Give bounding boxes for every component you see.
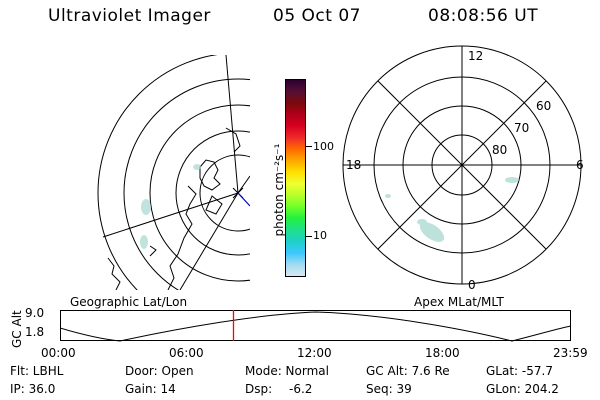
polar-plot: 12 18 6 0 60 70 80	[342, 45, 584, 292]
colorbar-tick-label: 10	[313, 229, 327, 242]
meridian-line	[237, 175, 250, 194]
aurora-emission	[385, 177, 519, 242]
info-dsp-value: -6.2	[289, 382, 313, 396]
direction-line	[237, 192, 250, 207]
timeline-xtick: 23:59	[553, 346, 588, 360]
coastline	[107, 257, 121, 290]
mlt-label-6: 6	[576, 158, 584, 172]
meridian-line	[102, 192, 239, 238]
mlt-label-18: 18	[346, 158, 361, 172]
header-date: 05 Oct 07	[273, 6, 361, 26]
geographic-map	[97, 55, 250, 290]
timeline-left-label: Geographic Lat/Lon	[70, 295, 188, 309]
colorbar-tick-label: 100	[313, 140, 334, 153]
info-door: Door: Open	[125, 364, 194, 378]
mlt-label-12: 12	[468, 49, 483, 63]
mlat-label-70: 70	[514, 121, 529, 135]
colorbar-tick	[306, 146, 312, 147]
diagonal-line	[377, 80, 547, 250]
lat-arc	[175, 130, 250, 256]
info-gain: Gain: 14	[125, 382, 176, 396]
coastline	[225, 127, 241, 153]
coastline	[167, 185, 197, 290]
lat-arc	[149, 104, 250, 282]
header-time: 08:08:56 UT	[428, 6, 539, 26]
info-ip: IP: 36.0	[10, 382, 56, 396]
info-dsp-label: Dsp:	[245, 382, 273, 396]
mlat-label-80: 80	[492, 143, 507, 157]
timeline-ytick: 9.0	[25, 306, 45, 320]
timeline-xtick: 12:00	[297, 346, 332, 360]
coastline	[149, 245, 157, 257]
timeline-ytick: 1.8	[25, 325, 45, 339]
lat-arc	[123, 78, 250, 290]
info-gc-alt: GC Alt: 7.6 Re	[366, 364, 450, 378]
info-glat: GLat: -57.7	[486, 364, 553, 378]
timeline-right-label: Apex MLat/MLT	[414, 295, 504, 309]
app-title: Ultraviolet Imager	[48, 6, 211, 26]
mlat-label-60: 60	[536, 99, 551, 113]
colorbar	[285, 79, 306, 277]
info-filter: Flt: LBHL	[10, 364, 64, 378]
altitude-timeline	[60, 310, 572, 342]
timeline-ylabel: GC Alt	[10, 310, 24, 348]
coastline	[205, 195, 223, 215]
meridian-line	[179, 192, 239, 290]
coastline	[199, 159, 221, 191]
lat-arc	[97, 55, 218, 290]
timeline-xtick: 00:00	[41, 346, 76, 360]
timeline-frame	[60, 310, 571, 341]
colorbar-label: photon cm⁻²s⁻¹	[272, 143, 286, 237]
altitude-curve	[60, 311, 572, 342]
info-glon: GLon: 204.2	[486, 382, 559, 396]
lat-arc	[199, 154, 250, 232]
aurora-emission	[140, 164, 201, 249]
info-seq: Seq: 39	[366, 382, 412, 396]
info-mode: Mode: Normal	[245, 364, 329, 378]
mlt-label-0: 0	[468, 278, 476, 292]
timeline-xtick: 06:00	[169, 346, 204, 360]
colorbar-tick	[306, 236, 312, 237]
meridian-line	[225, 55, 239, 194]
timeline-xtick: 18:00	[425, 346, 460, 360]
